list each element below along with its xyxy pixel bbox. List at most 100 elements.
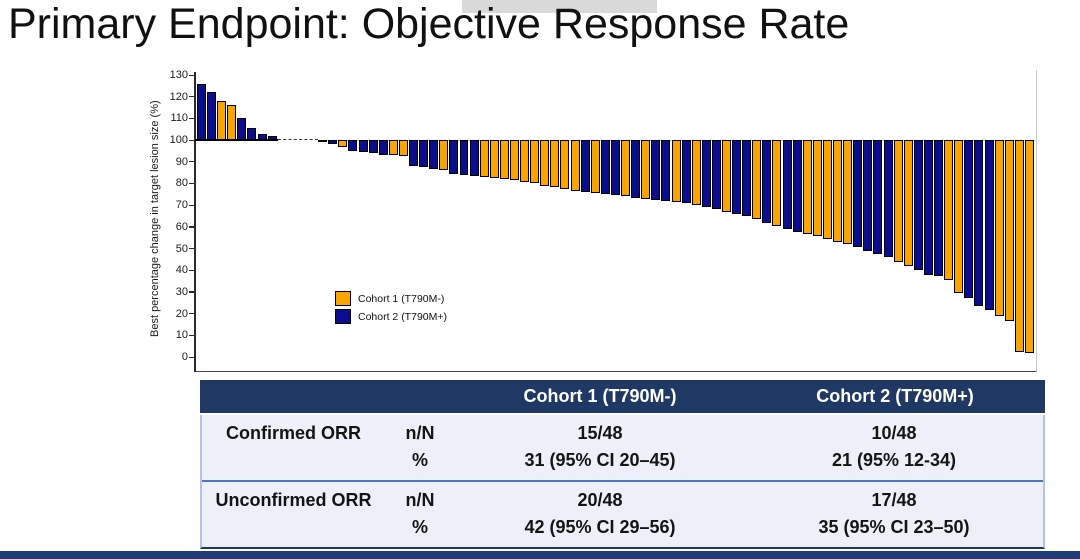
y-tick-label: 40: [175, 264, 188, 277]
metric-label: n/N: [405, 423, 435, 443]
y-tick-label: 60: [175, 220, 188, 233]
row-label: [202, 514, 385, 541]
table-row: Confirmed ORR n/N 15/48 10/48: [202, 420, 1043, 447]
waterfall-bar: [631, 140, 641, 198]
waterfall-bar: [530, 140, 540, 184]
waterfall-bar: [237, 118, 247, 141]
waterfall-bar: [378, 140, 388, 156]
waterfall-bar: [944, 140, 954, 280]
header-cohort2: Cohort 2 (T790M+): [816, 386, 974, 406]
y-tick-label: 10: [175, 329, 188, 342]
waterfall-bar: [509, 140, 519, 181]
waterfall-bar: [217, 101, 227, 141]
waterfall-bar: [540, 140, 550, 186]
waterfall-bar: [822, 140, 832, 239]
screen-artifact: [462, 0, 657, 13]
y-tick-label: 30: [175, 285, 188, 298]
waterfall-bar: [197, 83, 206, 141]
y-axis-line: [194, 72, 196, 372]
waterfall-bar: [681, 140, 691, 203]
table-header-row: Cohort 1 (T790M-) Cohort 2 (T790M+): [200, 380, 1045, 413]
waterfall-bar: [600, 140, 610, 195]
y-tick-label: 0: [181, 351, 188, 363]
y-tick-label: 50: [175, 242, 188, 255]
waterfall-bar: [247, 128, 257, 141]
waterfall-bar: [328, 140, 338, 145]
waterfall-bar: [863, 140, 873, 251]
waterfall-bar: [762, 140, 772, 223]
y-axis-tick: [189, 334, 194, 336]
cohort2-legend-swatch: [335, 309, 351, 324]
waterfall-bar: [570, 140, 580, 192]
waterfall-bar: [398, 140, 408, 157]
y-tick-label: 130: [169, 69, 188, 82]
y-axis-tick: [189, 96, 194, 98]
waterfall-bar: [641, 140, 651, 199]
y-tick-label: 110: [170, 112, 188, 125]
waterfall-bar: [499, 140, 509, 180]
waterfall-bar: [348, 140, 358, 151]
waterfall-bar: [318, 140, 328, 143]
y-axis-tick: [189, 248, 194, 250]
waterfall-bar: [621, 140, 631, 197]
metric-label: n/N: [405, 490, 435, 510]
waterfall-bar: [429, 140, 439, 170]
orr-results-table: Cohort 1 (T790M-) Cohort 2 (T790M+) Conf…: [200, 380, 1045, 549]
waterfall-bar: [934, 140, 944, 276]
waterfall-bar: [1024, 140, 1034, 353]
waterfall-bar: [449, 140, 459, 174]
waterfall-bar: [358, 140, 368, 152]
waterfall-bar: [853, 140, 863, 248]
row-label: Confirmed ORR: [226, 423, 361, 443]
y-axis-tick: [189, 204, 194, 206]
waterfall-bar: [792, 140, 802, 233]
waterfall-bar: [489, 140, 499, 179]
cohort2-legend-label: Cohort 2 (T790M+): [358, 310, 447, 323]
y-axis-tick: [189, 117, 194, 120]
waterfall-bar: [409, 140, 418, 167]
waterfall-bar: [964, 140, 974, 299]
waterfall-bar: [267, 135, 277, 141]
waterfall-bar: [883, 140, 893, 258]
header-cohort1: Cohort 1 (T790M-): [523, 386, 677, 406]
cohort2-value: 21 (95% 12-34): [831, 450, 957, 470]
waterfall-bar: [661, 140, 671, 201]
waterfall-bar: [711, 140, 721, 210]
waterfall-bar: [520, 140, 530, 183]
confirmed-orr-group: Confirmed ORR n/N 15/48 10/48 % 31 (95% …: [202, 415, 1043, 480]
waterfall-bar: [419, 140, 429, 168]
waterfall-bar: [923, 140, 933, 275]
y-axis-tick: [189, 139, 194, 141]
y-tick-label: 90: [175, 155, 188, 168]
waterfall-bar: [590, 140, 600, 194]
baseline-dashed: [277, 139, 319, 141]
waterfall-bar: [913, 140, 923, 271]
waterfall-bar: [802, 140, 812, 235]
y-axis-tick: [189, 182, 194, 185]
cohort2-value: 17/48: [871, 490, 917, 510]
chart-legend: Cohort 1 (T790M-) Cohort 2 (T790M+): [335, 291, 447, 327]
waterfall-bar: [610, 140, 620, 196]
waterfall-bar: [651, 140, 661, 200]
y-tick-label: 20: [175, 307, 188, 320]
waterfall-bar: [954, 140, 964, 293]
waterfall-bar: [984, 140, 994, 311]
waterfall-bar: [701, 140, 711, 208]
waterfall-bar: [671, 140, 681, 202]
cohort1-value: 20/48: [577, 490, 623, 510]
waterfall-bar: [560, 140, 570, 189]
cohort1-value: 31 (95% CI 20–45): [524, 450, 676, 470]
waterfall-bar: [752, 140, 762, 220]
waterfall-bar: [388, 140, 398, 156]
slide-footer-bar: [0, 551, 1080, 559]
y-axis-tick: [189, 313, 194, 315]
waterfall-bar: [772, 140, 782, 226]
slide-title: Primary Endpoint: Objective Response Rat…: [8, 0, 850, 48]
metric-label: %: [411, 450, 428, 470]
waterfall-bar: [580, 140, 590, 193]
waterfall-bar: [469, 140, 479, 176]
waterfall-bar: [903, 140, 913, 266]
cohort1-legend-swatch: [335, 291, 351, 306]
table-row: Unconfirmed ORR n/N 20/48 17/48: [202, 487, 1043, 514]
